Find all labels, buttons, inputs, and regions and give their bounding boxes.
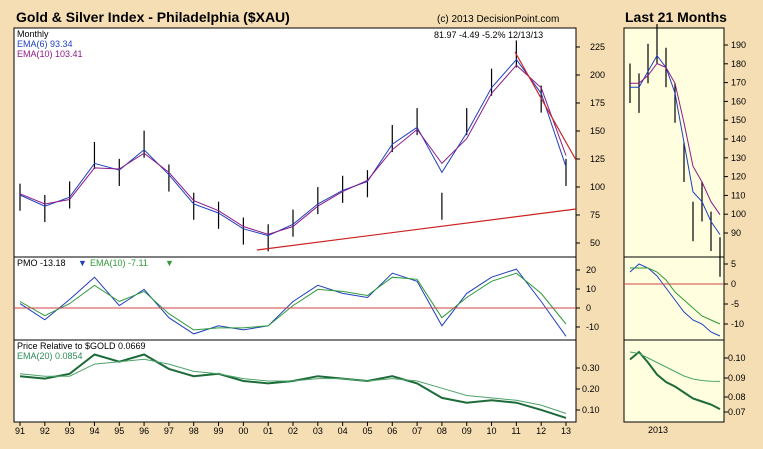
recent-price-tick-label: 120 <box>731 172 746 182</box>
x-tick-label: 02 <box>288 426 298 436</box>
relative-ema-line <box>19 358 567 414</box>
period-label: Monthly <box>17 29 49 39</box>
relative-ema-label: EMA(20) 0.0854 <box>17 351 83 361</box>
recent-relative-tick-label: 0.09 <box>728 373 746 383</box>
x-tick-label: 11 <box>511 426 520 436</box>
recent-relative-tick-label: 0.08 <box>728 392 746 402</box>
series-lines <box>19 54 721 419</box>
recent-price-tick-label: 170 <box>731 78 746 88</box>
price-tick-label: 175 <box>590 98 605 108</box>
price-tick-label: 150 <box>590 126 605 136</box>
ema-short-label: EMA(6) 93.34 <box>17 39 73 49</box>
x-tick-label: 12 <box>536 426 546 436</box>
ema-long-label: EMA(10) 103.41 <box>17 49 83 59</box>
x-tick-label: 93 <box>65 426 75 436</box>
x-tick-label: 91 <box>15 426 25 436</box>
x-tick-label: 09 <box>462 426 472 436</box>
x-tick-label: 99 <box>214 426 224 436</box>
x-tick-label: 06 <box>387 426 397 436</box>
x-tick-label: 08 <box>437 426 447 436</box>
relative-tick-label: 0.10 <box>582 405 600 415</box>
recent-relative-line <box>629 350 721 410</box>
recent-price-tick-label: 190 <box>731 40 746 50</box>
pmo-panel <box>13 256 577 341</box>
svg-text:▼: ▼ <box>165 258 174 268</box>
recent-price-tick-label: 140 <box>731 134 746 144</box>
recent-price-tick-label: 160 <box>731 96 746 106</box>
pmo-tick-label: 10 <box>586 284 596 294</box>
x-axis: 91 92 93 94 95 96 97 98 99 00 01 02 03 04 05 06 07 08 09 10… <box>15 422 571 436</box>
quote-readout: 81.97 -4.49 -5.2% 12/13/13 <box>434 30 543 40</box>
recent-price-panel <box>623 27 725 258</box>
pmo-signal-label: EMA(10) -7.11 <box>90 258 148 268</box>
resistance-trendline <box>514 51 577 161</box>
main-axis-ticks: 225200175150125100755020100-100.300.200.… <box>576 42 605 415</box>
price-tick-label: 50 <box>590 238 600 248</box>
recent-price-tick-label: 130 <box>731 153 746 163</box>
x-tick-label: 95 <box>114 426 124 436</box>
price-tick-label: 125 <box>590 154 605 164</box>
chart-title: Gold & Silver Index - Philadelphia ($XAU… <box>16 9 290 25</box>
pmo-tick-label: 0 <box>586 303 591 313</box>
ema-short-line <box>19 58 567 237</box>
recent-title: Last 21 Months <box>625 9 727 25</box>
recent-pmo-tick-label: 5 <box>731 259 736 269</box>
relative-tick-label: 0.20 <box>582 384 600 394</box>
x-tick-label: 00 <box>238 426 248 436</box>
x-tick-label: 96 <box>139 426 149 436</box>
x-tick-label: 01 <box>263 426 273 436</box>
recent-pmo-tick-label: -10 <box>731 319 744 329</box>
pmo-tick-label: -10 <box>586 322 599 332</box>
recent-relative-tick-label: 0.10 <box>728 353 746 363</box>
relative-label: Price Relative to $GOLD 0.0669 <box>17 341 146 351</box>
support-trendline <box>256 208 577 251</box>
x-tick-label: 10 <box>487 426 497 436</box>
recent-price-tick-label: 90 <box>731 228 741 238</box>
price-tick-label: 75 <box>590 210 600 220</box>
svg-text:▼: ▼ <box>78 258 87 268</box>
recent-relative-tick-label: 0.07 <box>728 407 746 417</box>
pmo-tick-label: 20 <box>586 265 596 275</box>
pmo-signal-line <box>19 272 567 331</box>
recent-price-tick-label: 150 <box>731 115 746 125</box>
recent-pmo-tick-label: -5 <box>731 299 739 309</box>
recent-pmo-signal-line <box>630 267 721 325</box>
recent-axis-ticks: 190 180 170 160 150 140 130 120 110 100 90 5 0 -5 -10 0… <box>648 40 746 435</box>
x-tick-label: 03 <box>313 426 323 436</box>
x-tick-label: 05 <box>362 426 372 436</box>
copyright: (c) 2013 DecisionPoint.com <box>437 14 559 25</box>
x-tick-label: 04 <box>338 426 348 436</box>
relative-tick-label: 0.30 <box>582 363 600 373</box>
recent-ema-long-line <box>630 62 721 215</box>
price-tick-label: 225 <box>590 42 605 52</box>
x-tick-label: 07 <box>412 426 422 436</box>
pmo-label: PMO -13.18 <box>17 258 66 268</box>
price-tick-label: 100 <box>590 182 605 192</box>
x-tick-label: 97 <box>164 426 174 436</box>
x-tick-label: 94 <box>89 426 99 436</box>
price-panel <box>13 27 577 258</box>
recent-x-label: 2013 <box>648 425 668 435</box>
recent-price-tick-label: 180 <box>731 59 746 69</box>
x-tick-label: 98 <box>189 426 199 436</box>
x-tick-label: 92 <box>40 426 50 436</box>
recent-price-tick-label: 110 <box>731 190 745 200</box>
recent-pmo-line <box>629 263 721 337</box>
recent-relative-ema-line <box>629 351 721 382</box>
ema-long-line <box>19 64 567 235</box>
recent-ema-short-line <box>630 54 721 235</box>
price-tick-label: 200 <box>590 70 605 80</box>
recent-pmo-tick-label: 0 <box>731 279 736 289</box>
x-tick-label: 13 <box>561 426 571 436</box>
recent-price-tick-label: 100 <box>731 209 746 219</box>
